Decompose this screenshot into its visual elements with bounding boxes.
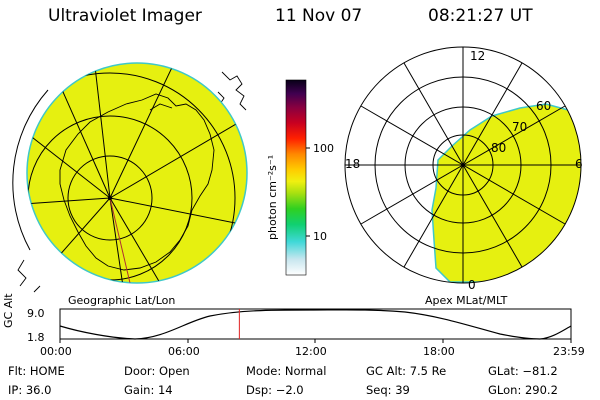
info-glat: GLat: −81.2 [488, 364, 558, 378]
info-gc-alt: GC Alt: 7.5 Re [366, 364, 447, 378]
mlat-label-70: 70 [512, 120, 527, 134]
instrument-title: Ultraviolet Imager [48, 6, 202, 26]
mlt-label-6: 6 [575, 157, 583, 171]
mlt-label-12: 12 [470, 49, 485, 63]
mlt-label-18: 18 [345, 157, 360, 171]
geographic-map [12, 62, 248, 293]
magnetic-panel-label: Apex MLat/MLT [425, 294, 508, 307]
mlt-label-0: 0 [468, 278, 476, 292]
info-seq: Seq: 39 [366, 383, 410, 397]
info-flight: Flt: HOME [8, 364, 65, 378]
info-glon: GLon: 290.2 [488, 383, 558, 397]
mlt-spokes [345, 47, 581, 283]
colorbar-tick-label-100: 100 [313, 142, 334, 155]
altitude-axis-label: GC Alt [2, 293, 15, 328]
info-mode: Mode: Normal [246, 364, 327, 378]
colorbar-gradient [285, 79, 307, 276]
outer-latitude-arc [12, 89, 49, 251]
colorbar-unit-label: photon cm⁻²s⁻¹ [266, 155, 279, 240]
colorbar-tick-label-10: 10 [313, 230, 327, 243]
altitude-tick-9: 9.0 [27, 307, 45, 320]
geographic-pole [107, 195, 113, 201]
observation-date: 11 Nov 07 [275, 6, 363, 26]
mlat-label-80: 80 [491, 141, 506, 155]
coastline-fragment [17, 71, 247, 293]
aurora-disk [26, 62, 248, 284]
antarctica-coastline [59, 93, 215, 271]
time-tick-1200: 12:00 [295, 345, 327, 358]
mlat-label-60: 60 [536, 99, 551, 113]
x-axis-ticks [59, 339, 572, 343]
altitude-plot [59, 308, 572, 343]
info-dsp: Dsp: −2.0 [246, 383, 304, 397]
latitude-circle [27, 72, 236, 283]
time-tick-1800: 18:00 [423, 345, 455, 358]
magnetic-map: 12 18 6 0 60 70 80 [344, 46, 583, 292]
observation-time: 08:21:27 UT [428, 6, 533, 26]
colorbar: 100 10 photon cm⁻²s⁻¹ [266, 79, 334, 276]
altitude-curve [59, 309, 572, 340]
altitude-plot-frame [59, 308, 572, 340]
geographic-panel-label: Geographic Lat/Lon [68, 294, 176, 307]
info-gain: Gain: 14 [124, 383, 173, 397]
time-tick-2359: 23:59 [553, 345, 585, 358]
time-tick-0600: 06:00 [168, 345, 200, 358]
time-tick-0000: 00:00 [40, 345, 72, 358]
altitude-tick-1.8: 1.8 [27, 331, 45, 344]
info-door: Door: Open [124, 364, 190, 378]
highlight-meridian [109, 197, 135, 283]
latitude-circle [67, 155, 153, 241]
info-ip: IP: 36.0 [8, 383, 52, 397]
